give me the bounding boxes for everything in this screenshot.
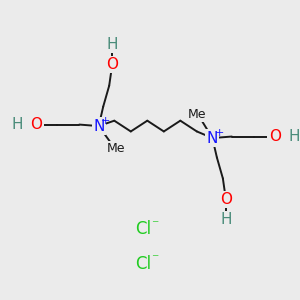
Text: H: H bbox=[12, 117, 23, 132]
Text: Cl: Cl bbox=[136, 255, 152, 273]
Text: H: H bbox=[106, 37, 118, 52]
Text: ⁻: ⁻ bbox=[151, 218, 159, 232]
Text: H: H bbox=[288, 129, 299, 144]
Text: O: O bbox=[31, 117, 43, 132]
Text: H: H bbox=[220, 212, 232, 227]
Text: O: O bbox=[268, 129, 280, 144]
Text: Cl: Cl bbox=[136, 220, 152, 238]
Text: ⁻: ⁻ bbox=[151, 252, 159, 266]
Text: Me: Me bbox=[106, 142, 125, 155]
Text: N: N bbox=[207, 130, 218, 146]
Text: Me: Me bbox=[187, 108, 206, 121]
Text: O: O bbox=[220, 192, 232, 207]
Text: +: + bbox=[214, 128, 224, 138]
Text: N: N bbox=[93, 118, 104, 134]
Text: +: + bbox=[101, 116, 110, 126]
Text: O: O bbox=[106, 57, 118, 72]
